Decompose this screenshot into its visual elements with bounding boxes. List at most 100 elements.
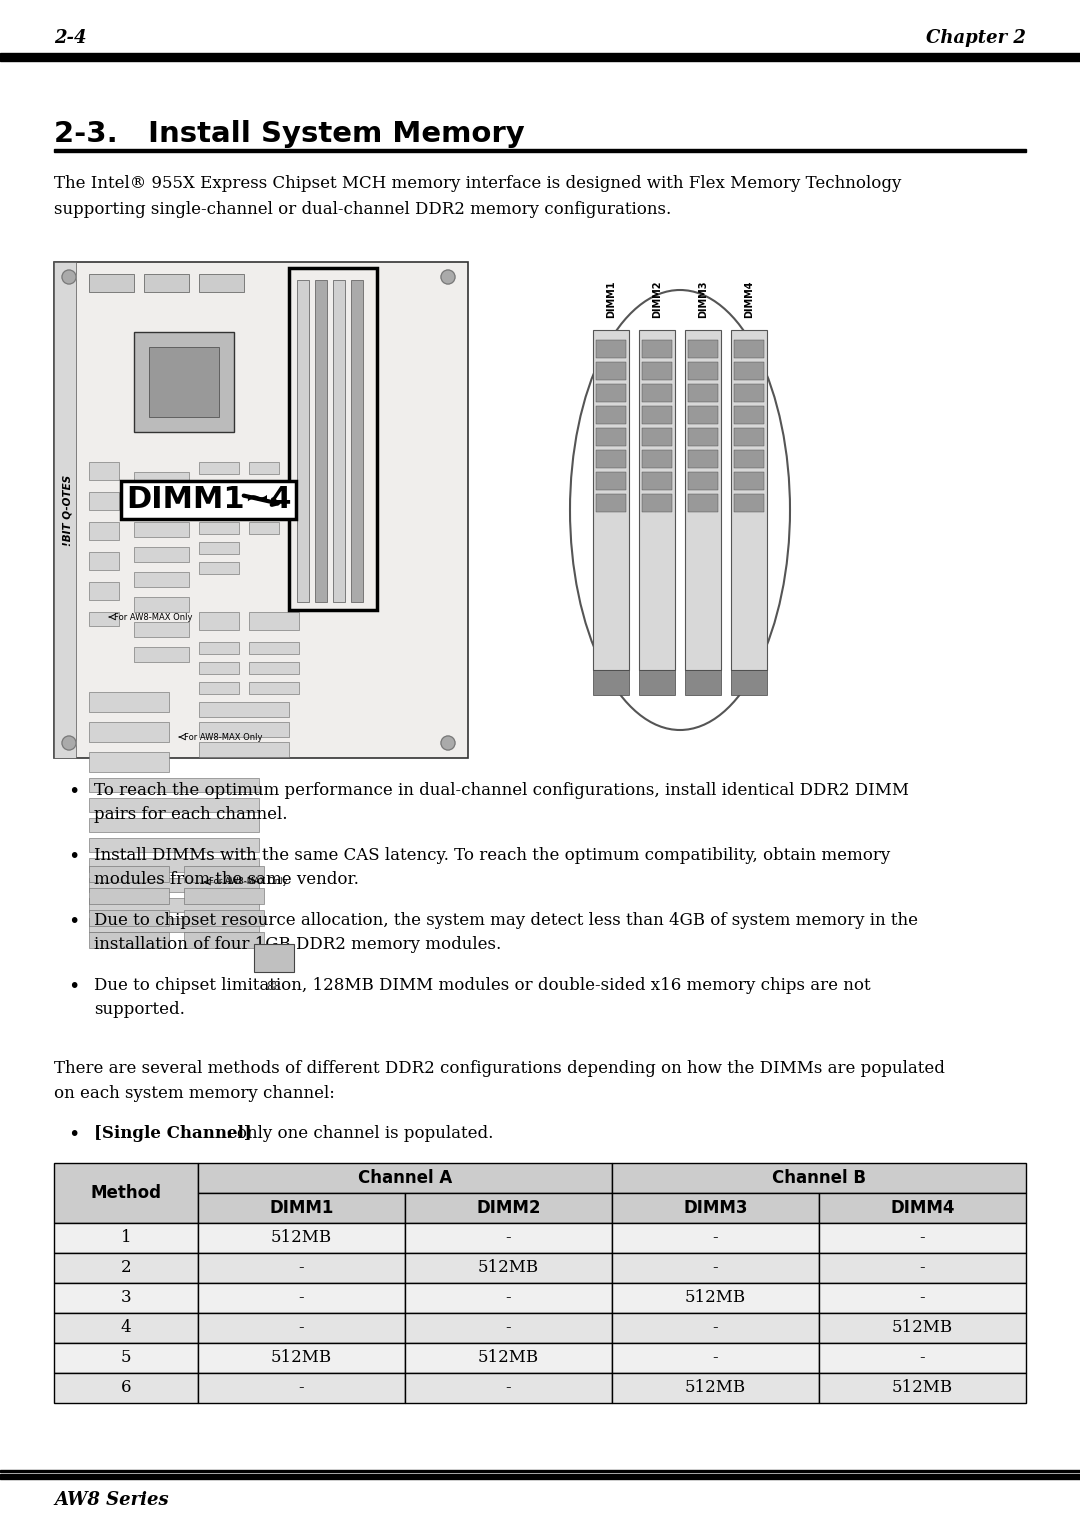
Text: [Single Channel]: [Single Channel] bbox=[94, 1125, 252, 1142]
Bar bbox=[54, 261, 76, 758]
Bar bbox=[89, 910, 168, 927]
Text: •: • bbox=[68, 1125, 80, 1144]
Bar bbox=[405, 1223, 612, 1252]
Text: There are several methods of different DDR2 configurations depending on how the : There are several methods of different D… bbox=[54, 1060, 945, 1102]
Bar bbox=[596, 472, 626, 489]
Text: -: - bbox=[505, 1320, 511, 1336]
Bar bbox=[405, 1342, 612, 1373]
Text: For AW8-MAX Only: For AW8-MAX Only bbox=[184, 732, 262, 742]
Text: 4: 4 bbox=[121, 1320, 132, 1336]
Text: -: - bbox=[920, 1289, 926, 1306]
Bar bbox=[688, 407, 718, 424]
Bar bbox=[734, 494, 764, 512]
Text: -: - bbox=[505, 1229, 511, 1246]
Bar bbox=[89, 858, 259, 872]
Bar bbox=[351, 280, 363, 602]
Bar bbox=[134, 622, 189, 638]
Bar bbox=[134, 547, 189, 563]
Text: 512MB: 512MB bbox=[892, 1320, 953, 1336]
Text: DIMM3: DIMM3 bbox=[698, 280, 708, 318]
Text: Chapter 2: Chapter 2 bbox=[927, 29, 1026, 47]
Bar bbox=[642, 428, 672, 446]
Bar bbox=[54, 261, 468, 758]
Bar bbox=[89, 274, 134, 292]
Bar bbox=[596, 494, 626, 512]
Bar bbox=[149, 347, 219, 417]
Bar bbox=[89, 722, 168, 742]
Bar bbox=[0, 1474, 1080, 1479]
Text: -: - bbox=[505, 1289, 511, 1306]
Bar bbox=[731, 670, 767, 696]
Bar bbox=[134, 647, 189, 662]
Bar bbox=[612, 1252, 819, 1283]
Text: DIMM3: DIMM3 bbox=[684, 1199, 747, 1217]
Bar bbox=[89, 583, 119, 599]
Bar bbox=[612, 1193, 819, 1223]
Bar bbox=[199, 722, 289, 737]
Text: DIMM4: DIMM4 bbox=[744, 280, 754, 318]
Text: AW8 Series: AW8 Series bbox=[54, 1491, 168, 1509]
Bar bbox=[199, 612, 239, 630]
Bar bbox=[254, 943, 294, 972]
Bar bbox=[54, 1342, 198, 1373]
Text: DIMM1: DIMM1 bbox=[606, 280, 616, 318]
Text: -: - bbox=[920, 1350, 926, 1367]
Bar bbox=[199, 502, 239, 514]
Bar bbox=[612, 1283, 819, 1313]
Text: -: - bbox=[713, 1229, 718, 1246]
Bar bbox=[134, 596, 189, 612]
Text: -: - bbox=[920, 1260, 926, 1277]
Circle shape bbox=[62, 735, 76, 751]
Text: 2-3.   Install System Memory: 2-3. Install System Memory bbox=[54, 119, 525, 148]
Bar bbox=[596, 362, 626, 381]
Bar bbox=[199, 742, 289, 757]
Bar bbox=[688, 339, 718, 358]
Bar bbox=[89, 612, 119, 625]
Bar bbox=[612, 1342, 819, 1373]
Bar bbox=[734, 428, 764, 446]
Text: 512MB: 512MB bbox=[271, 1229, 332, 1246]
Bar bbox=[685, 670, 721, 696]
Bar bbox=[249, 482, 279, 494]
Bar bbox=[54, 1373, 198, 1404]
Text: 1: 1 bbox=[121, 1229, 132, 1246]
Bar bbox=[596, 428, 626, 446]
Text: Method: Method bbox=[91, 1183, 161, 1202]
Bar bbox=[198, 1164, 612, 1193]
Bar bbox=[89, 917, 259, 933]
Bar bbox=[198, 1342, 405, 1373]
Bar bbox=[734, 407, 764, 424]
Bar bbox=[199, 682, 239, 694]
Bar bbox=[819, 1342, 1026, 1373]
Bar bbox=[688, 472, 718, 489]
Bar bbox=[405, 1283, 612, 1313]
Text: DIMM2: DIMM2 bbox=[652, 280, 662, 318]
Bar bbox=[54, 1164, 198, 1223]
Bar bbox=[198, 1283, 405, 1313]
Bar bbox=[734, 472, 764, 489]
Bar bbox=[199, 702, 289, 717]
Bar bbox=[249, 502, 279, 514]
Bar bbox=[315, 280, 327, 602]
Bar bbox=[89, 462, 119, 480]
Bar bbox=[688, 384, 718, 402]
Text: 5: 5 bbox=[121, 1350, 131, 1367]
Bar bbox=[333, 280, 345, 602]
Text: •: • bbox=[68, 781, 80, 801]
Bar bbox=[0, 54, 1080, 55]
Text: 2: 2 bbox=[121, 1260, 132, 1277]
Bar bbox=[685, 330, 721, 670]
Text: 512MB: 512MB bbox=[685, 1379, 746, 1396]
Bar bbox=[596, 384, 626, 402]
Bar bbox=[54, 1283, 198, 1313]
Bar bbox=[249, 642, 299, 654]
Text: To reach the optimum performance in dual-channel configurations, install identic: To reach the optimum performance in dual… bbox=[94, 781, 909, 823]
Text: Install DIMMs with the same CAS latency. To reach the optimum compatibility, obt: Install DIMMs with the same CAS latency.… bbox=[94, 847, 890, 888]
Bar bbox=[819, 1252, 1026, 1283]
Bar bbox=[596, 450, 626, 468]
Bar bbox=[596, 407, 626, 424]
Bar bbox=[612, 1164, 1026, 1193]
Bar bbox=[819, 1223, 1026, 1252]
Bar bbox=[199, 541, 239, 553]
Bar bbox=[54, 1223, 198, 1252]
